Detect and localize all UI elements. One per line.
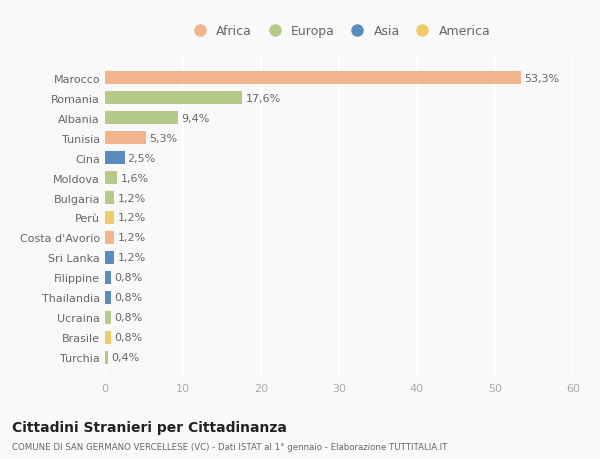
Text: 9,4%: 9,4% [181,113,210,123]
Text: 1,2%: 1,2% [118,193,146,203]
Text: COMUNE DI SAN GERMANO VERCELLESE (VC) - Dati ISTAT al 1° gennaio - Elaborazione : COMUNE DI SAN GERMANO VERCELLESE (VC) - … [12,442,448,451]
Text: Cittadini Stranieri per Cittadinanza: Cittadini Stranieri per Cittadinanza [12,420,287,434]
Text: 0,8%: 0,8% [115,313,143,323]
Legend: Africa, Europa, Asia, America: Africa, Europa, Asia, America [188,25,490,38]
Bar [105,112,178,125]
Text: 5,3%: 5,3% [149,133,178,143]
Text: 0,8%: 0,8% [115,273,143,283]
Bar [105,72,521,85]
Bar [105,92,242,105]
Text: 0,8%: 0,8% [115,293,143,303]
Bar [105,271,111,284]
Text: 1,6%: 1,6% [121,173,149,183]
Bar [105,191,115,205]
Bar [105,252,115,264]
Text: 53,3%: 53,3% [524,73,559,84]
Bar [105,231,115,245]
Text: 1,2%: 1,2% [118,253,146,263]
Bar [105,172,118,185]
Bar [105,311,111,324]
Bar [105,152,125,165]
Bar [105,132,146,145]
Bar [105,291,111,304]
Text: 1,2%: 1,2% [118,233,146,243]
Text: 1,2%: 1,2% [118,213,146,223]
Bar [105,212,115,224]
Bar [105,331,111,344]
Text: 0,4%: 0,4% [111,353,139,363]
Bar [105,351,108,364]
Text: 0,8%: 0,8% [115,333,143,342]
Text: 2,5%: 2,5% [128,153,156,163]
Text: 17,6%: 17,6% [245,94,281,103]
